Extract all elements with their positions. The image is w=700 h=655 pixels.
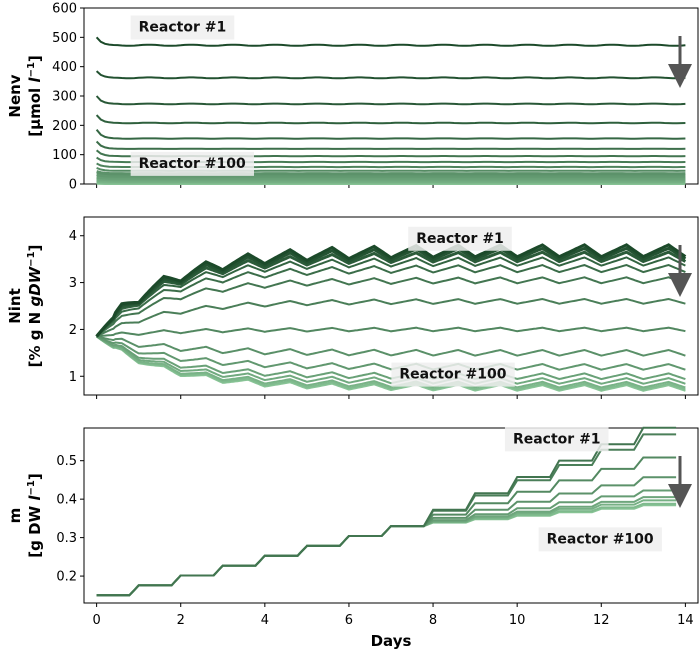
- series-line: [95, 129, 686, 140]
- annotation-last-box: [538, 527, 662, 552]
- x-tick-label: 0: [92, 613, 100, 628]
- x-tick-label: 2: [177, 613, 185, 628]
- x-tick-label: 12: [593, 613, 610, 628]
- series-line: [96, 335, 686, 385]
- annotation-first-box: [504, 427, 609, 452]
- y-tick-label: 4: [69, 229, 77, 244]
- series-line: [96, 426, 677, 597]
- annotation-last-box: [130, 151, 254, 176]
- x-tick-label: 6: [345, 613, 353, 628]
- y-tick-label: 200: [52, 119, 77, 134]
- y-tick-label: 0: [69, 178, 77, 193]
- y-axis-unit: [g DW l−1]: [26, 473, 44, 557]
- series-line: [95, 335, 686, 391]
- y-tick-label: 1: [69, 370, 77, 385]
- x-tick-label: 8: [429, 613, 437, 628]
- series-line: [95, 36, 686, 47]
- y-tick-label: 0.4: [56, 493, 77, 508]
- panel-nenv: 0 100 200 300 400 500 600 Nenv [μmol l−1] Reactor…: [6, 2, 699, 193]
- series-line: [96, 335, 686, 381]
- y-tick-label: 2: [69, 323, 77, 338]
- series-line: [96, 335, 686, 389]
- x-tick-label: 14: [677, 613, 694, 628]
- x-tick-label: 10: [509, 613, 526, 628]
- series-line: [96, 335, 686, 371]
- series-line: [95, 250, 687, 338]
- y-axis-title: Nint: [6, 288, 24, 324]
- x-tick-label: 4: [261, 613, 269, 628]
- series-line: [95, 70, 686, 80]
- series-line: [95, 140, 686, 150]
- y-axis-unit: [% g N gDW−1]: [26, 245, 44, 368]
- series-group: [96, 426, 677, 597]
- series-line: [96, 297, 686, 338]
- annotation-first: Reactor #1: [513, 431, 601, 447]
- y-tick-label: 300: [52, 90, 77, 105]
- series-line: [95, 246, 687, 338]
- series-line: [96, 326, 686, 338]
- annotation-first-box: [408, 226, 512, 251]
- x-axis-title: Days: [371, 632, 412, 650]
- series-group: [95, 243, 687, 392]
- y-tick-label: 400: [52, 60, 77, 75]
- y-tick-label: 100: [52, 148, 77, 163]
- panel-nint: 1 2 3 4 Nint[% g N gDW−1] Reactor #1 Reactor #…: [6, 216, 699, 399]
- annotation-first-box: [130, 15, 235, 40]
- annotation-first: Reactor #1: [416, 231, 504, 247]
- series-line: [96, 175, 686, 180]
- annotation-last: Reactor #100: [399, 367, 506, 383]
- annotation-first: Reactor #1: [139, 19, 227, 35]
- panel-m: 0.2 0.3 0.4 0.5 0 2 4 6 8 10 12 14 m [g DW l−1] Days Re…: [6, 426, 699, 650]
- annotation-last: Reactor #100: [139, 156, 246, 172]
- annotation-last: Reactor #100: [547, 531, 654, 547]
- y-axis-title: m: [6, 508, 24, 524]
- y-tick-label: 600: [52, 2, 77, 17]
- series-line: [95, 263, 686, 338]
- series-line: [96, 173, 686, 178]
- series-line: [95, 114, 686, 125]
- series-line: [95, 243, 687, 338]
- annotation-last-box: [391, 362, 515, 387]
- plot-frame: [83, 427, 699, 604]
- series-line: [96, 335, 686, 357]
- y-tick-label: 0.5: [56, 454, 77, 469]
- series-line: [95, 276, 686, 338]
- y-tick-label: 0.3: [56, 531, 77, 546]
- y-tick-label: 500: [52, 31, 77, 46]
- y-tick-label: 3: [69, 276, 77, 291]
- y-axis-title: Nenv: [6, 74, 24, 117]
- y-tick-label: 0.2: [56, 570, 77, 585]
- series-line: [95, 256, 686, 338]
- series-line: [96, 433, 677, 597]
- series-line: [95, 95, 686, 106]
- y-axis-unit: [μmol l−1]: [26, 55, 44, 137]
- plot-frame: [83, 216, 699, 396]
